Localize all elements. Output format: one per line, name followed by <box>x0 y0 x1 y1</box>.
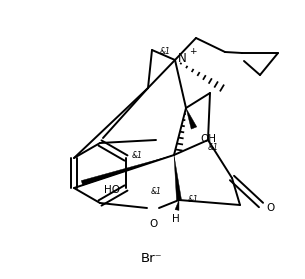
Text: Br⁻: Br⁻ <box>141 251 163 264</box>
Polygon shape <box>186 108 197 129</box>
Text: &1: &1 <box>160 47 170 57</box>
Text: &1: &1 <box>188 196 199 205</box>
Polygon shape <box>81 155 174 185</box>
Text: +: + <box>189 47 196 57</box>
Text: OH: OH <box>200 134 216 144</box>
Polygon shape <box>174 155 181 200</box>
Text: N: N <box>178 52 187 64</box>
Polygon shape <box>175 200 179 210</box>
Text: &1: &1 <box>131 150 142 160</box>
Text: O: O <box>150 219 158 229</box>
Text: H: H <box>172 214 180 224</box>
Text: &1: &1 <box>208 143 218 153</box>
Text: O: O <box>266 203 274 213</box>
Text: HO: HO <box>104 185 120 195</box>
Text: &1: &1 <box>151 187 161 196</box>
